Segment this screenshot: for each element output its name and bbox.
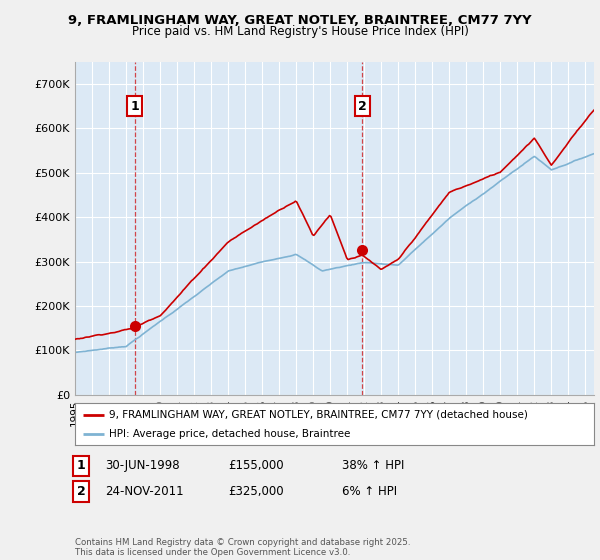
Text: 2: 2: [77, 485, 85, 498]
Text: HPI: Average price, detached house, Braintree: HPI: Average price, detached house, Brai…: [109, 429, 350, 439]
Text: 9, FRAMLINGHAM WAY, GREAT NOTLEY, BRAINTREE, CM77 7YY: 9, FRAMLINGHAM WAY, GREAT NOTLEY, BRAINT…: [68, 14, 532, 27]
Text: £325,000: £325,000: [228, 485, 284, 498]
Text: 38% ↑ HPI: 38% ↑ HPI: [342, 459, 404, 473]
Text: Contains HM Land Registry data © Crown copyright and database right 2025.
This d: Contains HM Land Registry data © Crown c…: [75, 538, 410, 557]
Text: 1: 1: [77, 459, 85, 473]
Text: £155,000: £155,000: [228, 459, 284, 473]
Text: 24-NOV-2011: 24-NOV-2011: [105, 485, 184, 498]
Text: 2: 2: [358, 100, 367, 113]
Text: 6% ↑ HPI: 6% ↑ HPI: [342, 485, 397, 498]
Text: 1: 1: [130, 100, 139, 113]
Text: 30-JUN-1998: 30-JUN-1998: [105, 459, 179, 473]
Text: Price paid vs. HM Land Registry's House Price Index (HPI): Price paid vs. HM Land Registry's House …: [131, 25, 469, 38]
Text: 9, FRAMLINGHAM WAY, GREAT NOTLEY, BRAINTREE, CM77 7YY (detached house): 9, FRAMLINGHAM WAY, GREAT NOTLEY, BRAINT…: [109, 409, 527, 419]
